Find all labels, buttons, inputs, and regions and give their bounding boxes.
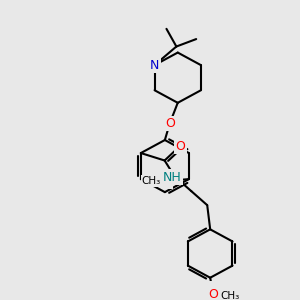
Text: O: O <box>208 288 218 300</box>
Text: NH: NH <box>163 171 182 184</box>
Text: O: O <box>165 117 175 130</box>
Text: O: O <box>162 175 172 188</box>
Text: CH₃: CH₃ <box>220 291 240 300</box>
Text: N: N <box>150 58 159 72</box>
Text: O: O <box>176 140 185 153</box>
Text: CH₃: CH₃ <box>142 176 161 186</box>
